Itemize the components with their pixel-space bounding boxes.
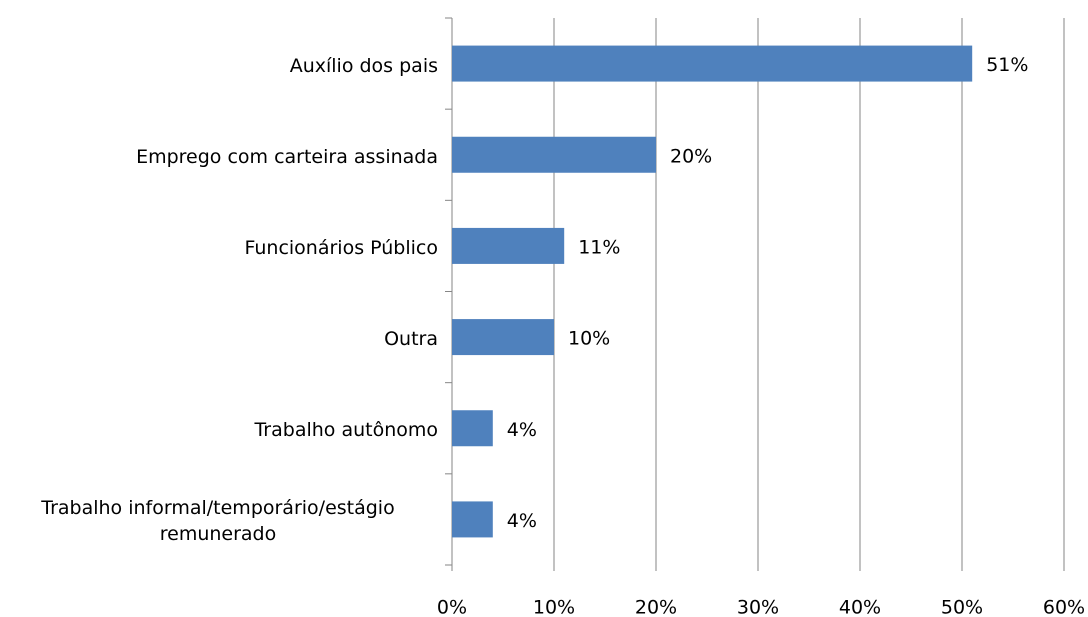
data-label: 51% xyxy=(986,54,1028,76)
data-label: 10% xyxy=(568,328,610,350)
x-tick-label: 0% xyxy=(437,597,467,617)
y-tick-label-box: Outra xyxy=(0,326,438,352)
data-label: 20% xyxy=(670,145,712,167)
x-tick-label: 50% xyxy=(941,597,983,617)
data-label: 4% xyxy=(507,419,537,441)
x-tick-label: 10% xyxy=(533,597,575,617)
y-tick-label: Trabalho autônomo xyxy=(254,419,438,442)
x-tick-label: 60% xyxy=(1043,597,1085,617)
data-label: 4% xyxy=(507,510,537,532)
y-tick-label-box: Trabalho autônomo xyxy=(0,417,438,443)
y-tick-label: Outra xyxy=(384,328,438,351)
y-tick-label: Trabalho informal/temporário/estágio rem… xyxy=(41,497,395,546)
y-tick-label: Auxílio dos pais xyxy=(289,54,438,77)
y-tick-label-box: Funcionários Público xyxy=(0,235,438,261)
y-tick-label-box: Emprego com carteira assinada xyxy=(0,144,438,170)
y-tick-label-box: Trabalho informal/temporário/estágio rem… xyxy=(0,495,438,547)
x-tick-label: 30% xyxy=(737,597,779,617)
y-tick-label: Funcionários Público xyxy=(244,236,438,259)
bar xyxy=(452,501,493,538)
bar xyxy=(452,319,554,356)
y-tick-label-box: Auxílio dos pais xyxy=(0,53,438,79)
bar xyxy=(452,227,565,264)
bar xyxy=(452,410,493,447)
data-label: 11% xyxy=(578,236,620,258)
x-tick-label: 20% xyxy=(635,597,677,617)
bar xyxy=(452,136,656,173)
x-tick-label: 40% xyxy=(839,597,881,617)
bar xyxy=(452,45,973,82)
y-tick-label: Emprego com carteira assinada xyxy=(136,145,438,168)
